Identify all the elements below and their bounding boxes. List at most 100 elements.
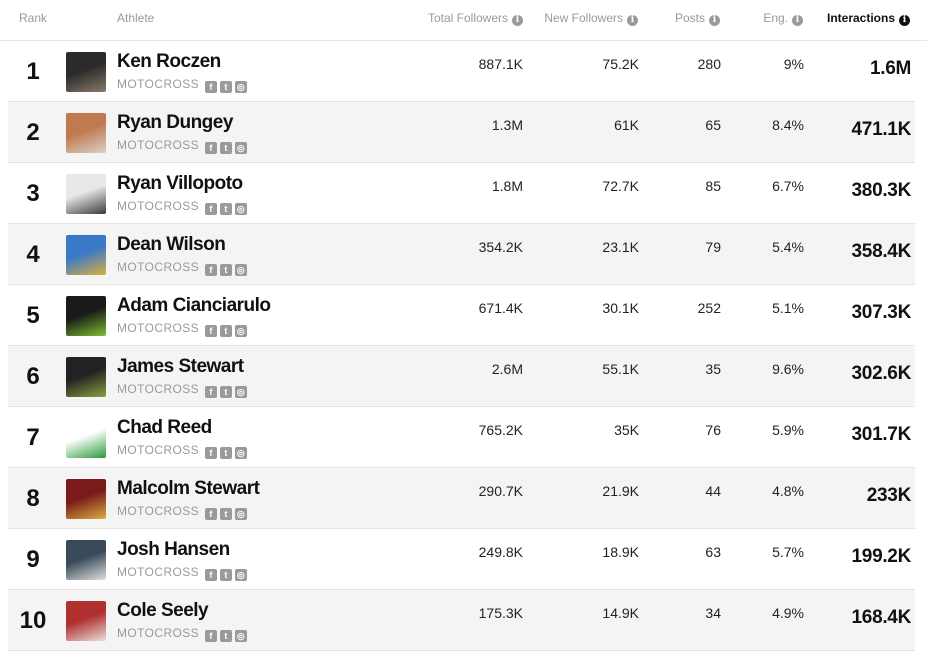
instagram-icon[interactable]: ◎ (235, 325, 248, 337)
facebook-icon[interactable]: f (205, 81, 218, 93)
athlete-sport-line: MOTOCROSS f t ◎ (117, 138, 250, 154)
table-row[interactable]: 6 James Stewart MOTOCROSS f t ◎ 2.6M 55.1K 35 9.6… (8, 346, 915, 407)
sport-label: MOTOCROSS (117, 626, 200, 640)
athlete-sport-line: MOTOCROSS f t ◎ (117, 260, 250, 276)
table-row[interactable]: 2 Ryan Dungey MOTOCROSS f t ◎ 1.3M 61K 65 8.4% 471… (8, 102, 915, 163)
twitter-icon[interactable]: t (220, 142, 233, 154)
total-followers-value: 290.7K (478, 483, 523, 499)
table-header: Rank Athlete Total Followers i New Follow… (0, 0, 927, 41)
total-followers-value: 175.3K (478, 605, 523, 621)
twitter-icon[interactable]: t (220, 325, 233, 337)
social-links: f t ◎ (205, 567, 250, 581)
instagram-icon[interactable]: ◎ (235, 203, 248, 215)
athlete-name[interactable]: Adam Cianciarulo (117, 295, 271, 316)
table-row[interactable]: 1 Ken Roczen MOTOCROSS f t ◎ 887.1K 75.2K 280 9% 1… (8, 41, 915, 102)
avatar[interactable] (66, 174, 106, 214)
athlete-name[interactable]: Ken Roczen (117, 51, 221, 72)
rank-number: 2 (26, 119, 40, 146)
athlete-name[interactable]: Ryan Dungey (117, 112, 233, 133)
new-followers-value: 35K (614, 422, 639, 438)
instagram-icon[interactable]: ◎ (235, 81, 248, 93)
twitter-icon[interactable]: t (220, 447, 233, 459)
athlete-sport-line: MOTOCROSS f t ◎ (117, 504, 250, 520)
athlete-name[interactable]: James Stewart (117, 356, 244, 377)
instagram-icon[interactable]: ◎ (235, 386, 248, 398)
posts-value: 34 (705, 605, 721, 621)
table-row[interactable]: 10 Cole Seely MOTOCROSS f t ◎ 175.3K 14.9K 34 4.9… (8, 590, 915, 651)
header-interactions[interactable]: Interactions i (827, 11, 910, 26)
athlete-sport-line: MOTOCROSS f t ◎ (117, 321, 250, 337)
instagram-icon[interactable]: ◎ (235, 569, 248, 581)
instagram-icon[interactable]: ◎ (235, 447, 248, 459)
new-followers-value: 75.2K (602, 56, 639, 72)
engagement-value: 6.7% (772, 178, 804, 194)
athlete-name[interactable]: Josh Hansen (117, 539, 230, 560)
header-athlete[interactable]: Athlete (117, 11, 155, 25)
engagement-value: 4.8% (772, 483, 804, 499)
twitter-icon[interactable]: t (220, 630, 233, 642)
twitter-icon[interactable]: t (220, 569, 233, 581)
engagement-value: 9% (783, 56, 804, 72)
table-row[interactable]: 5 Adam Cianciarulo MOTOCROSS f t ◎ 671.4K 30.1K… (8, 285, 915, 346)
avatar[interactable] (66, 601, 106, 641)
header-rank[interactable]: Rank (19, 11, 48, 25)
avatar[interactable] (66, 296, 106, 336)
facebook-icon[interactable]: f (205, 447, 218, 459)
twitter-icon[interactable]: t (220, 508, 233, 520)
new-followers-value: 14.9K (602, 605, 639, 621)
header-eng[interactable]: Eng. i (763, 11, 803, 26)
athlete-name[interactable]: Malcolm Stewart (117, 478, 260, 499)
facebook-icon[interactable]: f (205, 203, 218, 215)
facebook-icon[interactable]: f (205, 142, 218, 154)
info-icon[interactable]: i (899, 15, 910, 26)
instagram-icon[interactable]: ◎ (235, 264, 248, 276)
avatar[interactable] (66, 418, 106, 458)
table-row[interactable]: 4 Dean Wilson MOTOCROSS f t ◎ 354.2K 23.1K 79 5.4… (8, 224, 915, 285)
instagram-icon[interactable]: ◎ (235, 508, 248, 520)
info-icon[interactable]: i (627, 15, 638, 26)
twitter-icon[interactable]: t (220, 264, 233, 276)
twitter-icon[interactable]: t (220, 203, 233, 215)
info-icon[interactable]: i (512, 15, 523, 26)
facebook-icon[interactable]: f (205, 386, 218, 398)
sport-label: MOTOCROSS (117, 443, 200, 457)
info-icon[interactable]: i (792, 15, 803, 26)
twitter-icon[interactable]: t (220, 386, 233, 398)
athlete-name[interactable]: Ryan Villopoto (117, 173, 243, 194)
facebook-icon[interactable]: f (205, 508, 218, 520)
sport-label: MOTOCROSS (117, 77, 200, 91)
athlete-name[interactable]: Dean Wilson (117, 234, 226, 255)
facebook-icon[interactable]: f (205, 325, 218, 337)
info-icon[interactable]: i (709, 15, 720, 26)
avatar[interactable] (66, 52, 106, 92)
athlete-name[interactable]: Cole Seely (117, 600, 209, 621)
avatar[interactable] (66, 357, 106, 397)
facebook-icon[interactable]: f (205, 630, 218, 642)
twitter-icon[interactable]: t (220, 81, 233, 93)
avatar[interactable] (66, 479, 106, 519)
total-followers-value: 249.8K (478, 544, 523, 560)
table-row[interactable]: 3 Ryan Villopoto MOTOCROSS f t ◎ 1.8M 72.7K 85 6.… (8, 163, 915, 224)
instagram-icon[interactable]: ◎ (235, 630, 248, 642)
facebook-icon[interactable]: f (205, 264, 218, 276)
social-links: f t ◎ (205, 445, 250, 459)
table-row[interactable]: 9 Josh Hansen MOTOCROSS f t ◎ 249.8K 18.9K 63 5.7… (8, 529, 915, 590)
rank-number: 7 (26, 424, 40, 451)
header-new-followers[interactable]: New Followers i (544, 11, 638, 26)
avatar[interactable] (66, 113, 106, 153)
social-links: f t ◎ (205, 384, 250, 398)
header-posts[interactable]: Posts i (675, 11, 720, 26)
avatar[interactable] (66, 540, 106, 580)
athlete-sport-line: MOTOCROSS f t ◎ (117, 443, 250, 459)
instagram-icon[interactable]: ◎ (235, 142, 248, 154)
sport-label: MOTOCROSS (117, 382, 200, 396)
athlete-sport-line: MOTOCROSS f t ◎ (117, 626, 250, 642)
header-total-followers[interactable]: Total Followers i (428, 11, 523, 26)
table-row[interactable]: 7 Chad Reed MOTOCROSS f t ◎ 765.2K 35K 76 5.9% 301… (8, 407, 915, 468)
table-row[interactable]: 8 Malcolm Stewart MOTOCROSS f t ◎ 290.7K 21.9K 4… (8, 468, 915, 529)
rank-number: 6 (26, 363, 40, 390)
athlete-name[interactable]: Chad Reed (117, 417, 212, 438)
avatar[interactable] (66, 235, 106, 275)
facebook-icon[interactable]: f (205, 569, 218, 581)
interactions-value: 199.2K (851, 546, 912, 567)
